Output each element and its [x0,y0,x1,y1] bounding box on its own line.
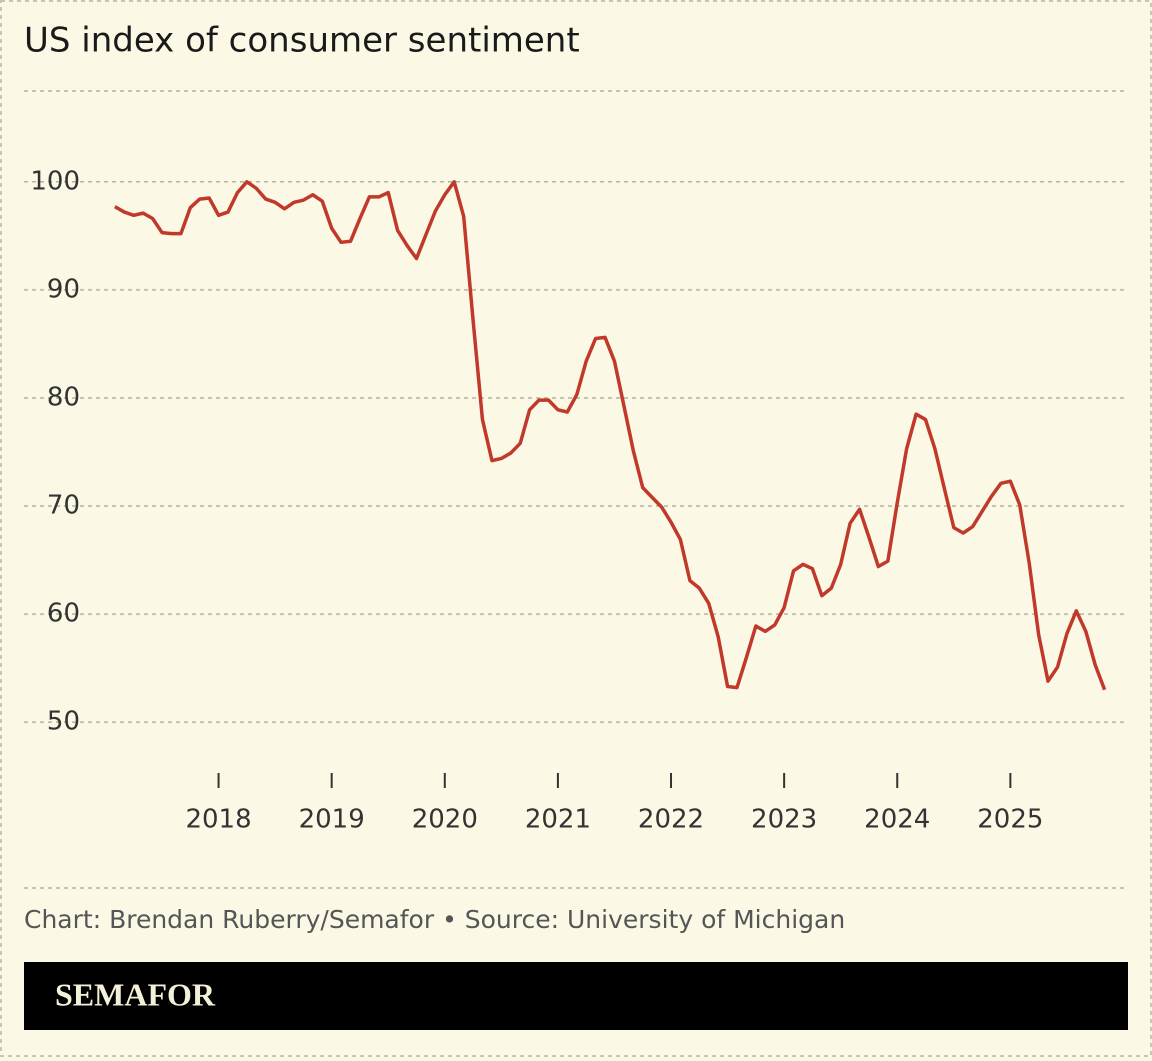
brand-logo: SEMAFOR [55,976,216,1012]
y-tick-label: 90 [47,274,80,304]
y-tick-label: 50 [47,707,80,737]
y-tick-label: 60 [47,599,80,629]
line [113,180,1107,691]
x-tick-label: 2020 [412,805,478,835]
x-tick-label: 2023 [751,805,817,835]
x-tick-label: 2018 [185,805,251,835]
brand-bar [24,962,1128,1030]
x-tick-label: 2022 [638,805,704,835]
x-tick-label: 2025 [977,805,1043,835]
x-tick-label: 2019 [299,805,365,835]
y-tick-label: 100 [30,166,80,196]
x-tick-label: 2024 [864,805,930,835]
y-tick-label: 80 [47,382,80,412]
y-tick-label: 70 [47,491,80,521]
x-tick-label: 2021 [525,805,591,835]
source-note: Chart: Brendan Ruberry/Semafor • Source:… [24,905,845,934]
chart-title: US index of consumer sentiment [24,21,580,61]
